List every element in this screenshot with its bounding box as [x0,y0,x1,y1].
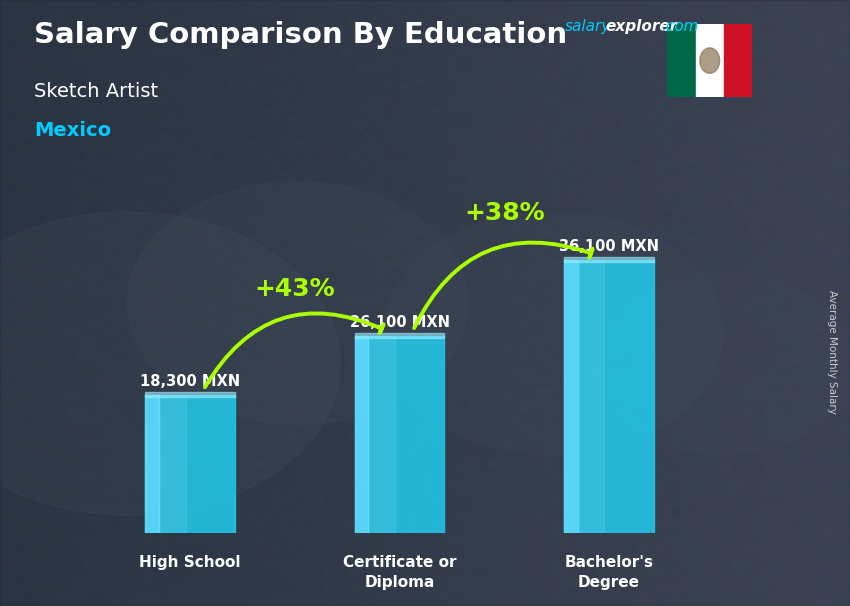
Bar [724,24,752,97]
Bar [564,258,654,262]
Bar [577,260,604,533]
Bar [368,336,395,533]
Text: 18,300 MXN: 18,300 MXN [140,374,240,388]
Text: +43%: +43% [254,277,335,301]
Bar [145,395,159,533]
Bar [354,333,445,338]
Text: Salary Comparison By Education: Salary Comparison By Education [34,21,567,49]
Bar [159,395,185,533]
Bar [564,260,577,533]
Bar [145,392,235,398]
Bar [145,395,235,533]
Bar [354,336,368,533]
Text: +38%: +38% [464,201,545,225]
Text: Sketch Artist: Sketch Artist [34,82,158,101]
Bar [695,24,724,97]
Circle shape [595,273,850,454]
Circle shape [128,182,468,424]
Circle shape [0,212,340,515]
Text: explorer: explorer [605,19,677,35]
Text: Mexico: Mexico [34,121,111,140]
Text: Average Monthly Salary: Average Monthly Salary [827,290,837,413]
Text: salary: salary [565,19,611,35]
Circle shape [700,48,720,73]
Text: 36,100 MXN: 36,100 MXN [559,239,659,254]
Text: .com: .com [661,19,699,35]
Circle shape [382,212,722,454]
Bar [564,260,654,533]
Bar [354,336,445,533]
Bar [667,24,695,97]
Text: 26,100 MXN: 26,100 MXN [349,315,450,330]
